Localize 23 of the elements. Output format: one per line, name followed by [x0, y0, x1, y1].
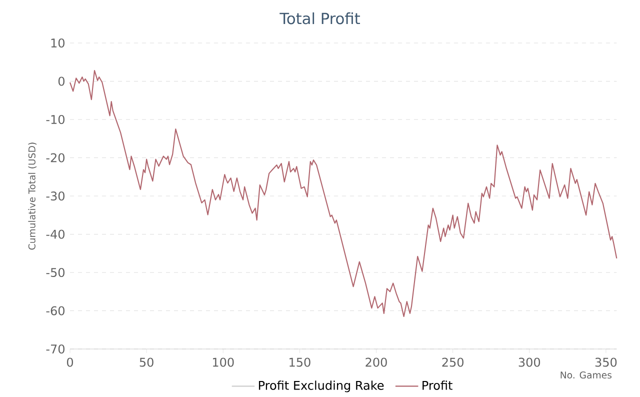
- y-tick-label: 10: [51, 38, 64, 48]
- y-tick-label: 0: [58, 76, 64, 86]
- legend-label: Profit Excluding Rake: [258, 380, 384, 392]
- y-tick-label: -40: [46, 230, 64, 239]
- x-tick-label: 0: [66, 358, 74, 367]
- y-axis-title: Cumulative Total (USD): [28, 142, 37, 250]
- y-tick-label: -30: [46, 191, 64, 201]
- x-tick-label: 350: [595, 358, 617, 367]
- y-tick-label: -50: [46, 268, 64, 278]
- x-tick-label: 250: [442, 358, 464, 367]
- x-tick-label: 300: [518, 358, 540, 367]
- y-tick-label: -60: [46, 306, 64, 316]
- y-tick-label: -20: [46, 153, 64, 162]
- x-tick-label: 50: [140, 358, 154, 367]
- x-axis-title: No. Games: [560, 371, 612, 379]
- x-tick-label: 150: [290, 358, 310, 367]
- chart-title: Total Profit: [280, 12, 360, 24]
- y-tick-label: -70: [46, 344, 64, 354]
- x-tick-label: 100: [212, 358, 234, 367]
- legend-label: Profit: [422, 380, 452, 390]
- x-tick-label: 200: [366, 358, 387, 367]
- line-series: [69, 70, 618, 318]
- y-tick-label: -10: [46, 114, 64, 124]
